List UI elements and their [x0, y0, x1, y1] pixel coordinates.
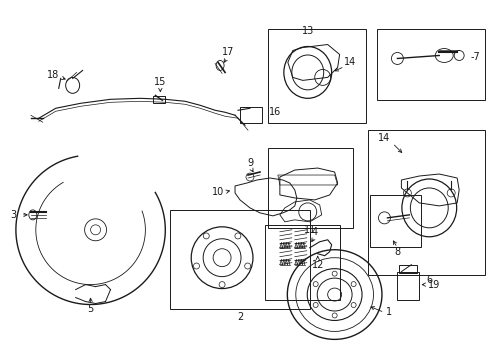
Text: 6: 6: [426, 275, 431, 285]
Text: 17: 17: [222, 48, 234, 58]
Text: 14: 14: [378, 133, 390, 143]
Bar: [170, 210, 309, 310]
Bar: [397, 272, 419, 300]
Bar: [399, 265, 416, 273]
Text: 16: 16: [268, 107, 281, 117]
Text: 15: 15: [154, 77, 166, 87]
Text: 8: 8: [393, 247, 400, 257]
Bar: [367, 130, 484, 275]
Bar: [240, 107, 262, 123]
Bar: [377, 28, 484, 100]
Bar: [264, 225, 339, 300]
Bar: [267, 148, 352, 228]
Text: 18: 18: [46, 71, 59, 80]
Text: 14: 14: [343, 58, 355, 67]
Text: 2: 2: [236, 312, 243, 323]
Text: -7: -7: [469, 53, 479, 63]
Text: 10: 10: [211, 187, 224, 197]
Text: 19: 19: [427, 280, 440, 289]
Text: 5: 5: [87, 305, 94, 315]
Bar: [369, 195, 421, 247]
Text: 1: 1: [386, 307, 392, 318]
Text: 11: 11: [303, 225, 315, 235]
Text: 3: 3: [10, 210, 16, 220]
Text: 9: 9: [246, 158, 252, 168]
Text: 4: 4: [311, 227, 317, 237]
Text: 12: 12: [311, 260, 323, 270]
Text: 13: 13: [301, 26, 313, 36]
Bar: [267, 28, 365, 123]
Bar: [153, 96, 165, 103]
